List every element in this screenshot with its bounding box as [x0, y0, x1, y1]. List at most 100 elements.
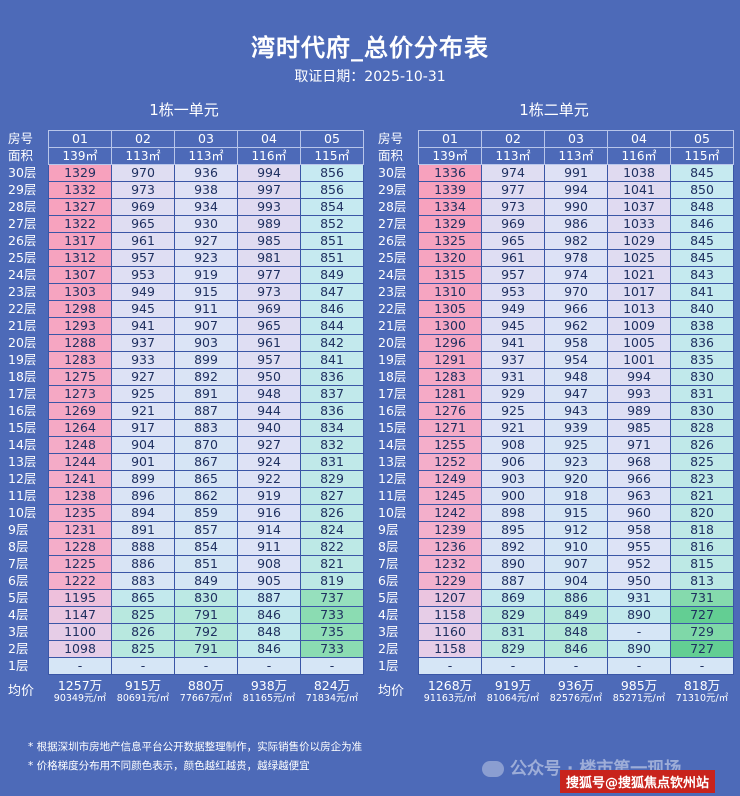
price-cell: 985: [607, 419, 671, 437]
price-cell: 966: [607, 470, 671, 488]
average-total: 824万: [313, 678, 351, 693]
price-cell: 852: [300, 215, 364, 233]
floor-label: 15层: [8, 420, 37, 435]
floor-row: 8层 1236 892 910 955 816: [374, 538, 734, 556]
floor-row: 28层 1327 969 934 993 854: [4, 198, 364, 216]
price-cell: 1269: [48, 402, 112, 420]
floor-row: 16层 1276 925 943 989 830: [374, 402, 734, 420]
price-cell: 848: [237, 623, 301, 641]
price-cell: 957: [237, 351, 301, 369]
price-cell: 968: [607, 453, 671, 471]
price-cell: 1283: [48, 351, 112, 369]
price-cell: 823: [670, 470, 734, 488]
price-cell: 981: [237, 249, 301, 267]
price-cell: 1231: [48, 521, 112, 539]
price-cell: 813: [670, 572, 734, 590]
floor-label: 22层: [8, 301, 37, 316]
price-cell: 826: [300, 504, 364, 522]
price-cell: 792: [174, 623, 238, 641]
floor-label: 4层: [378, 607, 399, 622]
price-cell: 887: [481, 572, 545, 590]
floor-label: 9层: [378, 522, 399, 537]
floor-row: 6层 1229 887 904 950 813: [374, 572, 734, 590]
price-cell: 931: [607, 589, 671, 607]
average-cell: 915万 80691元/㎡: [112, 675, 175, 710]
floor-label: 27层: [378, 216, 407, 231]
average-unit-price: 81165元/㎡: [242, 693, 296, 704]
room-area: 139㎡: [418, 147, 482, 165]
average-total: 915万: [124, 678, 162, 693]
price-cell: 966: [544, 300, 608, 318]
price-cell: 973: [111, 181, 175, 199]
price-cell: -: [418, 657, 482, 675]
price-cell: 943: [544, 402, 608, 420]
price-cell: 977: [237, 266, 301, 284]
price-cell: 1310: [418, 283, 482, 301]
price-cell: 965: [481, 232, 545, 250]
price-cell: 1288: [48, 334, 112, 352]
price-cell: 854: [300, 198, 364, 216]
price-cell: -: [237, 657, 301, 675]
price-cell: 1300: [418, 317, 482, 335]
price-cell: 1293: [48, 317, 112, 335]
price-cell: 986: [544, 215, 608, 233]
unit-1-panel: 1栋一单元 房号 01 02 03 04 05 面积 139㎡ 113㎡ 113㎡ 116㎡ 115㎡…: [4, 98, 364, 709]
price-cell: 892: [481, 538, 545, 556]
price-cell: -: [48, 657, 112, 675]
price-cell: 841: [300, 351, 364, 369]
price-cell: 1235: [48, 504, 112, 522]
price-cell: 1207: [418, 589, 482, 607]
footnote: * 价格梯度分布用不同颜色表示，颜色越红越贵，越绿越便宜: [28, 760, 310, 772]
floor-row: 4层 1158 829 849 890 727: [374, 606, 734, 624]
price-cell: 1225: [48, 555, 112, 573]
floor-label: 27层: [8, 216, 37, 231]
price-cell: 957: [481, 266, 545, 284]
price-cell: 1312: [48, 249, 112, 267]
average-total: 1268万: [427, 678, 473, 693]
price-cell: 1249: [418, 470, 482, 488]
price-cell: 1296: [418, 334, 482, 352]
price-cell: 820: [670, 504, 734, 522]
price-cell: 1329: [48, 164, 112, 182]
average-total: 818万: [683, 678, 721, 693]
price-cell: 821: [670, 487, 734, 505]
floor-label: 29层: [8, 182, 37, 197]
floor-row: 3层 1100 826 792 848 735: [4, 623, 364, 641]
price-cell: 1236: [418, 538, 482, 556]
price-cell: 829: [481, 640, 545, 658]
price-cell: -: [481, 657, 545, 675]
room-area: 113㎡: [111, 147, 175, 165]
price-cell: 826: [670, 436, 734, 454]
area-row: 面积 139㎡ 113㎡ 113㎡ 116㎡ 115㎡: [374, 147, 734, 165]
price-cell: 892: [174, 368, 238, 386]
price-cell: 923: [174, 249, 238, 267]
price-cell: 901: [111, 453, 175, 471]
price-cell: 825: [111, 640, 175, 658]
price-cell: 965: [237, 317, 301, 335]
price-cell: 825: [111, 606, 175, 624]
floor-row: 3层 1160 831 848-729: [374, 623, 734, 641]
price-cell: 958: [544, 334, 608, 352]
price-cell: 890: [607, 640, 671, 658]
price-cell: 842: [300, 334, 364, 352]
price-cell: 838: [670, 317, 734, 335]
price-cell: 949: [111, 283, 175, 301]
price-cell: -: [670, 657, 734, 675]
price-cell: 993: [607, 385, 671, 403]
price-cell: 1255: [418, 436, 482, 454]
price-cell: 887: [237, 589, 301, 607]
price-cell: 958: [607, 521, 671, 539]
price-cell: 865: [111, 589, 175, 607]
price-cell: 1320: [418, 249, 482, 267]
price-cell: 1317: [48, 232, 112, 250]
floor-label: 14层: [8, 437, 37, 452]
price-cell: 919: [237, 487, 301, 505]
price-cell: 845: [670, 164, 734, 182]
price-cell: 1037: [607, 198, 671, 216]
price-cell: 974: [544, 266, 608, 284]
price-cell: 846: [237, 640, 301, 658]
average-cell: 938万 81165元/㎡: [238, 675, 301, 710]
price-cell: 851: [300, 249, 364, 267]
price-cell: 941: [481, 334, 545, 352]
price-cell: 960: [607, 504, 671, 522]
